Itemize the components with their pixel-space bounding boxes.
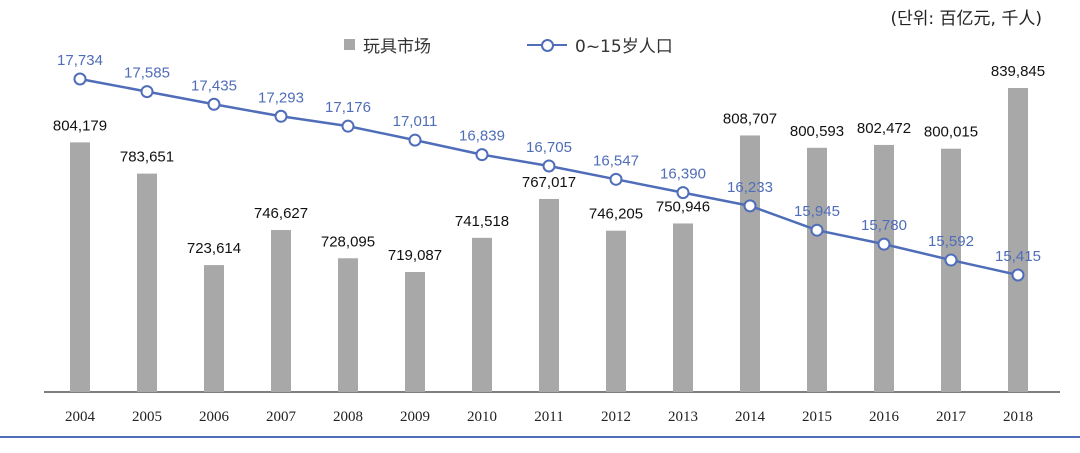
bar: [539, 198, 559, 392]
line-point: [1011, 268, 1025, 282]
legend-bar-label: 玩具市场: [363, 37, 431, 57]
bar-value-label: 800,015: [924, 124, 978, 141]
bar: [405, 272, 425, 392]
x-tick-label: 2009: [400, 409, 430, 425]
line-value-label: 17,011: [393, 113, 438, 130]
x-tick-label: 2016: [869, 409, 900, 425]
bar: [137, 173, 157, 392]
line-point: [274, 109, 288, 123]
line-point: [408, 133, 422, 147]
bar-value-label: 723,614: [187, 240, 241, 257]
bar-value-label: 808,707: [723, 110, 777, 127]
bar-value-label: 800,593: [790, 123, 844, 140]
x-tick-label: 2005: [132, 409, 162, 425]
x-tick-label: 2014: [735, 409, 766, 425]
x-tick-label: 2011: [534, 409, 563, 425]
line-point: [877, 237, 891, 251]
line-point: [542, 159, 556, 173]
bar: [740, 135, 760, 392]
line-value-label: 15,780: [861, 217, 907, 234]
line-point: [475, 148, 489, 162]
line-value-label: 15,945: [794, 203, 840, 220]
line-value-label: 16,839: [459, 128, 505, 145]
line-value-label: 15,592: [928, 233, 974, 250]
line-point: [140, 85, 154, 99]
x-tick-label: 2006: [199, 409, 230, 425]
line-value-label: 16,705: [526, 139, 572, 156]
x-tick-label: 2007: [266, 409, 297, 425]
bar: [338, 258, 358, 392]
line-point: [341, 119, 355, 133]
line-value-label: 15,415: [995, 248, 1041, 265]
x-tick-label: 2004: [65, 409, 96, 425]
bar-value-label: 750,946: [656, 198, 710, 215]
bar-value-label: 783,651: [120, 149, 174, 166]
bar: [70, 142, 90, 392]
legend-line-label: 0~15岁人口: [575, 37, 673, 57]
line-point: [676, 186, 690, 200]
unit-note: (단위: 百亿元, 千人): [890, 9, 1042, 29]
x-tick-label: 2018: [1003, 409, 1033, 425]
line-point: [73, 72, 87, 86]
line-value-label: 16,390: [660, 166, 706, 183]
line-value-label: 16,547: [593, 152, 639, 169]
bar: [807, 147, 827, 392]
bar-value-label: 839,845: [991, 63, 1045, 80]
bar-value-label: 741,518: [455, 213, 509, 230]
line-point: [810, 223, 824, 237]
bar: [204, 265, 224, 392]
x-tick-label: 2012: [601, 409, 631, 425]
line-value-label: 17,176: [325, 99, 371, 116]
line-value-label: 17,435: [191, 77, 237, 94]
legend-bar-swatch: [344, 39, 355, 50]
bar-value-label: 802,472: [857, 120, 911, 137]
line-value-label: 17,293: [258, 89, 304, 106]
line-point: [743, 199, 757, 213]
x-tick-label: 2008: [333, 409, 363, 425]
x-tick-label: 2013: [668, 409, 698, 425]
chart-legend: 玩具市场 0~15岁人口: [344, 32, 673, 57]
bar: [1008, 88, 1028, 392]
bar: [606, 230, 626, 392]
x-tick-label: 2017: [936, 409, 967, 425]
line-point: [609, 172, 623, 186]
line-point: [944, 253, 958, 267]
line-point: [207, 97, 221, 111]
bar: [941, 148, 961, 392]
line-value-label: 17,585: [124, 65, 170, 82]
bar-value-label: 804,179: [53, 117, 107, 134]
legend-line-swatch: [527, 38, 567, 52]
line-value-label: 16,233: [727, 179, 773, 196]
bar-value-label: 728,095: [321, 233, 375, 250]
bar: [874, 144, 894, 392]
x-tick-label: 2015: [802, 409, 832, 425]
bar: [271, 230, 291, 392]
bar-value-label: 746,205: [589, 206, 643, 223]
bar: [673, 223, 693, 392]
x-tick-label: 2010: [467, 409, 497, 425]
bar-value-label: 719,087: [388, 247, 442, 264]
line-value-label: 17,734: [57, 52, 103, 69]
bar: [472, 237, 492, 392]
bar-value-label: 746,627: [254, 205, 308, 222]
bar-value-label: 767,017: [522, 174, 576, 191]
